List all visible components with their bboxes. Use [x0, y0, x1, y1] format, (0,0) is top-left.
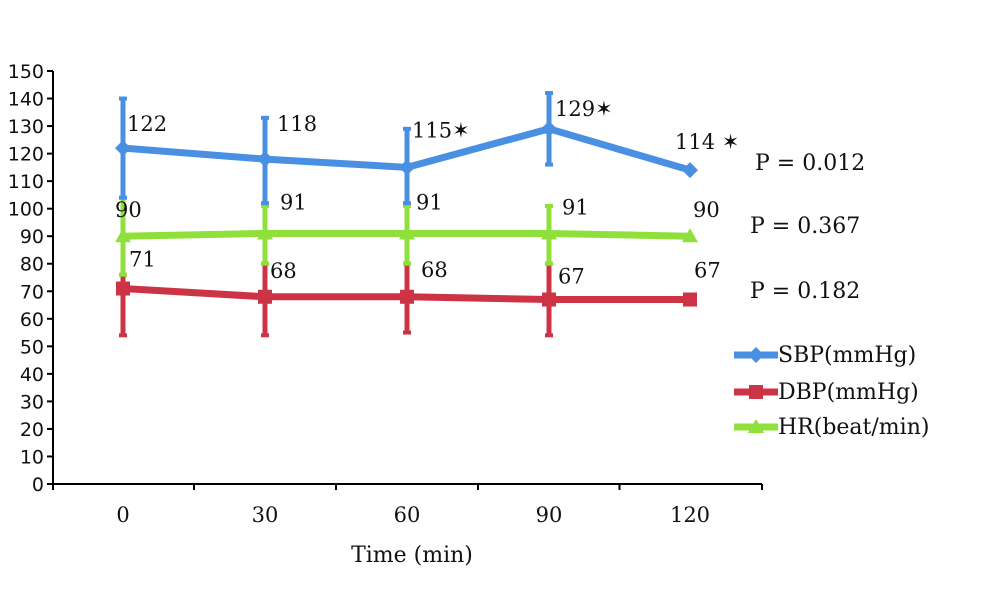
- data-label: 91: [280, 190, 307, 214]
- data-point: [399, 225, 415, 240]
- data-point: [682, 228, 698, 243]
- y-tick-label: 80: [20, 254, 44, 276]
- data-label: 91: [562, 195, 589, 219]
- y-axis: 0 10 20 30 40 50 60 70 80 90 100 110 120 130 140 150: [8, 61, 54, 496]
- x-axis: 0 30 60 90 120: [52, 483, 763, 527]
- x-tick-label: 120: [670, 503, 710, 527]
- legend-label: HR(beat/min): [778, 415, 929, 440]
- data-label: 90: [693, 198, 720, 222]
- data-point: [683, 292, 697, 307]
- p-value-annotations: P = 0.012 P = 0.367 P = 0.182: [750, 151, 865, 304]
- data-label: 90: [115, 198, 142, 222]
- data-point: [682, 162, 698, 179]
- legend: SBP(mmHg) DBP(mmHg) HR(beat/min): [734, 343, 929, 440]
- x-tick-label: 60: [394, 503, 421, 527]
- x-tick-label: 90: [536, 503, 563, 527]
- data-label: 67: [558, 265, 585, 289]
- y-tick-label: 60: [20, 309, 44, 331]
- legend-item: HR(beat/min): [734, 415, 929, 440]
- data-point: [115, 140, 131, 157]
- data-point: [257, 151, 273, 168]
- p-value-label: P = 0.012: [755, 151, 865, 176]
- legend-marker: [748, 347, 764, 363]
- data-point: [257, 225, 273, 240]
- y-tick-label: 0: [32, 474, 44, 496]
- legend-marker: [749, 385, 763, 399]
- data-point: [258, 289, 272, 304]
- data-point: [541, 120, 557, 137]
- data-label: 91: [416, 190, 443, 214]
- p-value-label: P = 0.367: [750, 214, 860, 239]
- legend-label: SBP(mmHg): [778, 343, 916, 368]
- x-axis-title: Time (min): [351, 543, 473, 568]
- series: [115, 91, 698, 338]
- x-tick-label: 30: [252, 503, 279, 527]
- series-dbp-mmhg-: [116, 261, 697, 338]
- data-label: 68: [270, 259, 297, 283]
- data-point: [116, 281, 130, 296]
- data-point: [400, 289, 414, 304]
- y-tick-label: 50: [20, 336, 44, 358]
- legend-marker: [748, 419, 764, 433]
- y-tick-label: 20: [20, 419, 44, 441]
- y-tick-label: 110: [8, 171, 44, 193]
- legend-item: DBP(mmHg): [734, 380, 919, 405]
- y-tick-label: 130: [8, 116, 44, 138]
- data-label: 67: [694, 259, 721, 283]
- y-tick-label: 150: [8, 61, 44, 83]
- legend-label: DBP(mmHg): [778, 380, 919, 405]
- y-tick-label: 100: [8, 199, 44, 221]
- y-tick-label: 70: [20, 281, 44, 303]
- series-sbp-mmhg-: [115, 91, 698, 206]
- data-point: [399, 159, 415, 176]
- data-label: 129✶: [555, 97, 613, 121]
- y-tick-label: 90: [20, 226, 44, 248]
- data-label: 118: [277, 112, 317, 136]
- data-point: [115, 228, 131, 243]
- x-tick-label: 0: [116, 503, 129, 527]
- y-tick-label: 120: [8, 144, 44, 166]
- y-tick-label: 140: [8, 89, 44, 111]
- data-label: 71: [129, 248, 156, 272]
- p-value-label: P = 0.182: [750, 279, 860, 304]
- data-point: [541, 225, 557, 240]
- data-label: 114 ✶: [675, 130, 739, 154]
- data-label: 115✶: [412, 118, 470, 142]
- data-point: [542, 292, 556, 307]
- data-label: 122: [127, 112, 167, 136]
- data-labels: 71 68 68 67 67 90 91 91 91 90 122 118 115✶ 129✶ 114 ✶: [115, 97, 739, 289]
- y-tick-label: 40: [20, 364, 44, 386]
- y-tick-label: 30: [20, 391, 44, 413]
- series-hr-beat-min-: [115, 195, 698, 277]
- legend-item: SBP(mmHg): [734, 343, 916, 368]
- y-tick-label: 10: [20, 446, 44, 468]
- data-label: 68: [421, 258, 448, 282]
